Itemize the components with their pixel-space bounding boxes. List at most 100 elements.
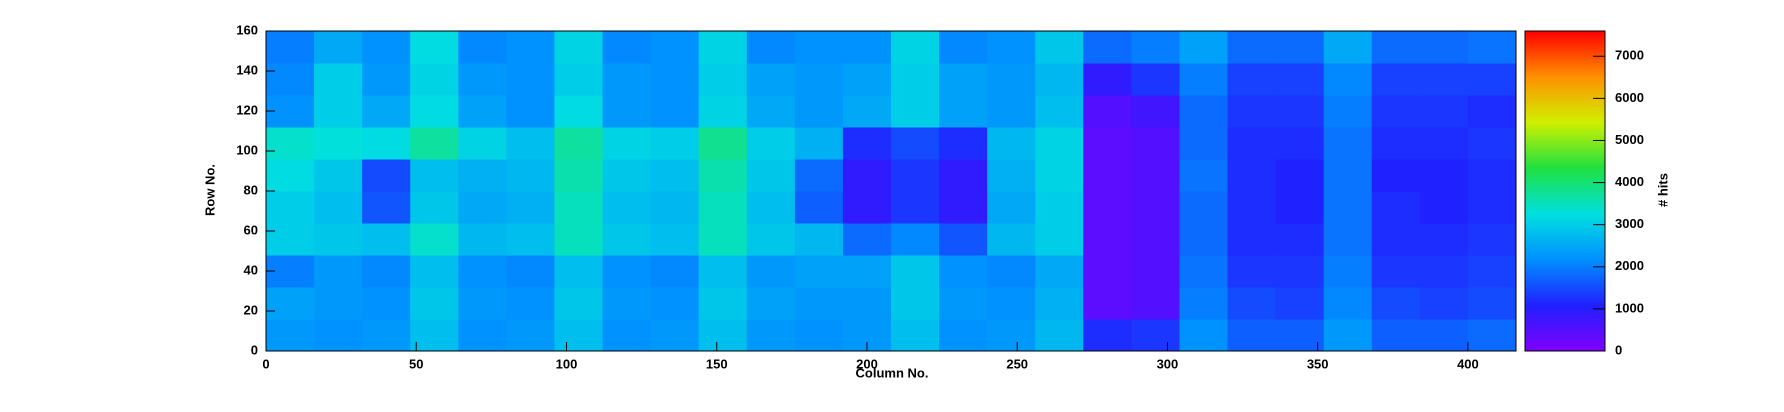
heatmap-cell bbox=[650, 255, 700, 288]
heatmap-cell bbox=[554, 63, 604, 96]
heatmap-cell bbox=[794, 319, 844, 352]
heatmap-cell bbox=[1467, 287, 1517, 320]
heatmap-cell bbox=[602, 255, 652, 288]
heatmap-cell bbox=[746, 223, 796, 256]
heatmap-cell bbox=[1179, 319, 1229, 352]
heatmap-cell bbox=[1035, 223, 1084, 256]
heatmap-cell bbox=[1131, 223, 1180, 256]
heatmap-cell bbox=[1419, 127, 1469, 160]
heatmap-cell bbox=[1131, 319, 1180, 352]
heatmap-cell bbox=[1131, 63, 1180, 96]
heatmap-cell bbox=[554, 319, 604, 352]
heatmap-cell bbox=[1323, 223, 1373, 256]
heatmap-cell bbox=[987, 127, 1036, 160]
x-tick-label: 150 bbox=[706, 356, 728, 371]
heatmap-cell bbox=[1275, 223, 1325, 256]
heatmap-cell bbox=[1131, 191, 1180, 224]
heatmap-cell bbox=[1035, 95, 1084, 128]
heatmap-cell bbox=[602, 31, 652, 64]
heatmap-cell bbox=[1419, 31, 1469, 64]
x-tick-label: 350 bbox=[1307, 356, 1329, 371]
heatmap-cell bbox=[842, 63, 892, 96]
heatmap-cell bbox=[602, 191, 652, 224]
heatmap-cell bbox=[1467, 159, 1517, 192]
heatmap-cell bbox=[987, 319, 1036, 352]
heatmap-cell bbox=[1371, 31, 1421, 64]
heatmap-cell bbox=[458, 127, 507, 160]
heatmap-cell bbox=[362, 191, 411, 224]
heatmap-cell bbox=[794, 191, 844, 224]
heatmap-cell bbox=[987, 287, 1036, 320]
x-tick-label: 50 bbox=[409, 356, 423, 371]
heatmap-cell bbox=[266, 63, 315, 96]
heatmap-cell bbox=[842, 255, 892, 288]
heatmap-cell bbox=[266, 31, 315, 64]
heatmap-cell bbox=[506, 31, 555, 64]
heatmap-cell bbox=[602, 63, 652, 96]
heatmap-cell bbox=[891, 255, 940, 288]
heatmap-cell bbox=[410, 191, 459, 224]
heatmap-cell bbox=[842, 159, 892, 192]
heatmap-cell bbox=[698, 127, 748, 160]
colorbar-tick-label: 7000 bbox=[1615, 48, 1644, 63]
heatmap-cell bbox=[1179, 159, 1229, 192]
heatmap-cell bbox=[554, 31, 604, 64]
heatmap-cell bbox=[314, 223, 363, 256]
y-tick-label: 120 bbox=[236, 102, 258, 117]
heatmap-cell bbox=[939, 255, 988, 288]
heatmap-cell bbox=[1323, 319, 1373, 352]
heatmap-cell bbox=[1371, 223, 1421, 256]
heatmap-cell bbox=[506, 191, 555, 224]
heatmap-cell bbox=[939, 31, 988, 64]
heatmap-cell bbox=[698, 191, 748, 224]
x-tick-label: 200 bbox=[856, 356, 878, 371]
heatmap-cell bbox=[458, 95, 507, 128]
heatmap-cell bbox=[1467, 127, 1517, 160]
heatmap-cell bbox=[1419, 319, 1469, 352]
heatmap-cell bbox=[891, 31, 940, 64]
heatmap-cell bbox=[506, 255, 555, 288]
heatmap-cell bbox=[746, 159, 796, 192]
heatmap-cell bbox=[1275, 63, 1325, 96]
heatmap-cell bbox=[842, 95, 892, 128]
heatmap-cell bbox=[602, 223, 652, 256]
heatmap-cell bbox=[458, 223, 507, 256]
heatmap-cell bbox=[746, 95, 796, 128]
heatmap-cell bbox=[698, 63, 748, 96]
heatmap-cell bbox=[987, 223, 1036, 256]
colorbar-label: # hits bbox=[1655, 173, 1670, 207]
heatmap-cell bbox=[1227, 31, 1277, 64]
heatmap-cell bbox=[1083, 223, 1132, 256]
heatmap-cell bbox=[1227, 287, 1277, 320]
heatmap-cell bbox=[1371, 95, 1421, 128]
heatmap-cell bbox=[266, 319, 315, 352]
heatmap-cell bbox=[410, 255, 459, 288]
heatmap-cell bbox=[602, 159, 652, 192]
heatmap-cell bbox=[410, 63, 459, 96]
heatmap-cell bbox=[1275, 191, 1325, 224]
heatmap-cell bbox=[1035, 255, 1084, 288]
heatmap-cell bbox=[1083, 287, 1132, 320]
heatmap-cell bbox=[554, 127, 604, 160]
heatmap-cell bbox=[314, 255, 363, 288]
heatmap-cell bbox=[506, 95, 555, 128]
x-tick-label: 100 bbox=[556, 356, 578, 371]
heatmap-cell bbox=[698, 287, 748, 320]
heatmap-cell bbox=[362, 255, 411, 288]
heatmap-cell bbox=[1323, 159, 1373, 192]
heatmap-cell bbox=[1227, 127, 1277, 160]
heatmap-cell bbox=[650, 287, 700, 320]
heatmap-cell bbox=[506, 159, 555, 192]
heatmap-cell bbox=[842, 223, 892, 256]
heatmap-cell bbox=[506, 319, 555, 352]
heatmap-cell bbox=[362, 319, 411, 352]
heatmap-cell bbox=[554, 159, 604, 192]
heatmap-cell bbox=[1371, 159, 1421, 192]
heatmap-cell bbox=[1467, 63, 1517, 96]
heatmap-cell bbox=[1323, 191, 1373, 224]
heatmap-cell bbox=[266, 223, 315, 256]
heatmap-cell bbox=[362, 159, 411, 192]
heatmap-cell bbox=[1371, 191, 1421, 224]
heatmap-cell bbox=[1419, 191, 1469, 224]
heatmap-cell bbox=[746, 319, 796, 352]
